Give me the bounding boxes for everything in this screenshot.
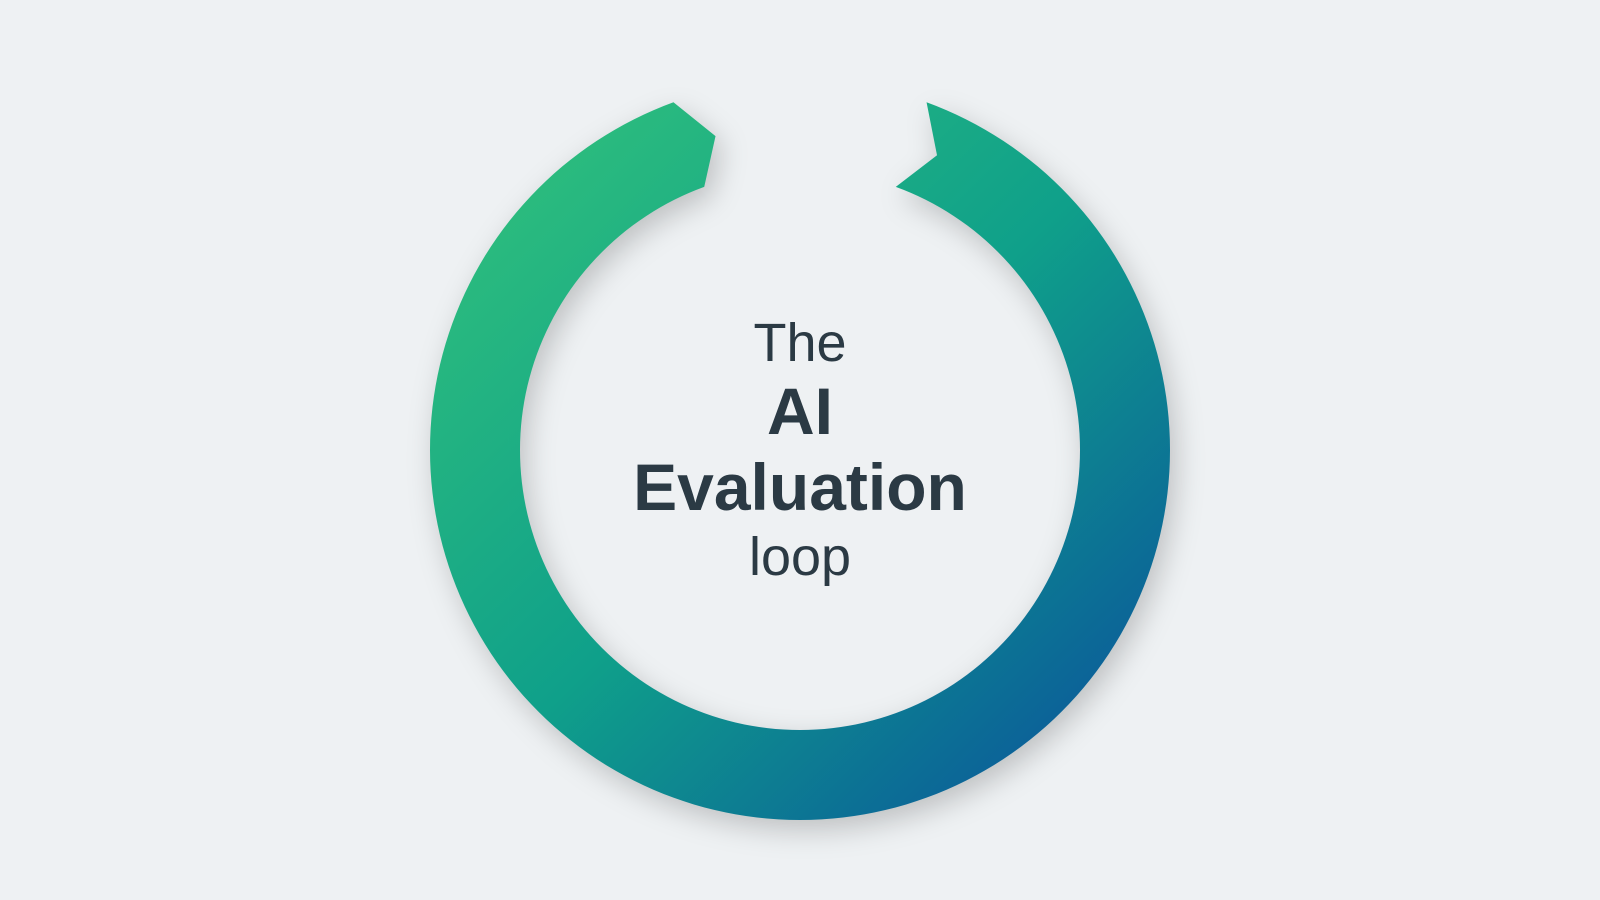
label-line-2: AI (633, 374, 967, 450)
label-line-3: Evaluation (633, 450, 967, 526)
ring-container: The AI Evaluation loop (420, 70, 1180, 830)
label-line-4: loop (633, 526, 967, 588)
label-line-1: The (633, 312, 967, 374)
center-label: The AI Evaluation loop (633, 312, 967, 588)
diagram-canvas: The AI Evaluation loop (0, 0, 1600, 900)
